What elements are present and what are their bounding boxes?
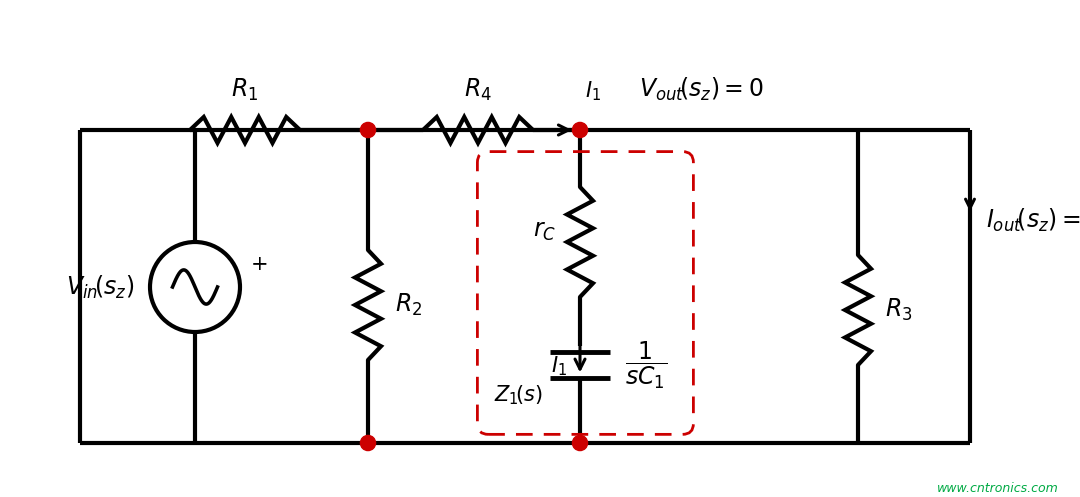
Text: $\dfrac{1}{sC_1}$: $\dfrac{1}{sC_1}$: [625, 339, 667, 391]
Text: $r_C$: $r_C$: [534, 220, 556, 243]
Text: $I_1$: $I_1$: [551, 355, 567, 378]
Text: $R_1$: $R_1$: [231, 77, 258, 103]
Text: www.cntronics.com: www.cntronics.com: [936, 482, 1058, 495]
Text: $I_1$: $I_1$: [585, 80, 602, 103]
Text: $V_{in}\!\left(s_z\right)$: $V_{in}\!\left(s_z\right)$: [66, 273, 134, 301]
Circle shape: [361, 122, 376, 138]
Circle shape: [572, 435, 588, 451]
Circle shape: [361, 435, 376, 451]
Text: $I_{out}\!\left(s_z\right)=0$: $I_{out}\!\left(s_z\right)=0$: [986, 206, 1080, 234]
Text: $R_2$: $R_2$: [395, 292, 422, 318]
Text: +: +: [251, 255, 268, 274]
Text: $Z_1\!\left(s\right)$: $Z_1\!\left(s\right)$: [494, 384, 542, 408]
Text: $R_3$: $R_3$: [885, 297, 913, 323]
Text: $V_{out}\!\left(s_z\right)=0$: $V_{out}\!\left(s_z\right)=0$: [639, 76, 764, 103]
Text: $R_4$: $R_4$: [464, 77, 492, 103]
Circle shape: [572, 122, 588, 138]
